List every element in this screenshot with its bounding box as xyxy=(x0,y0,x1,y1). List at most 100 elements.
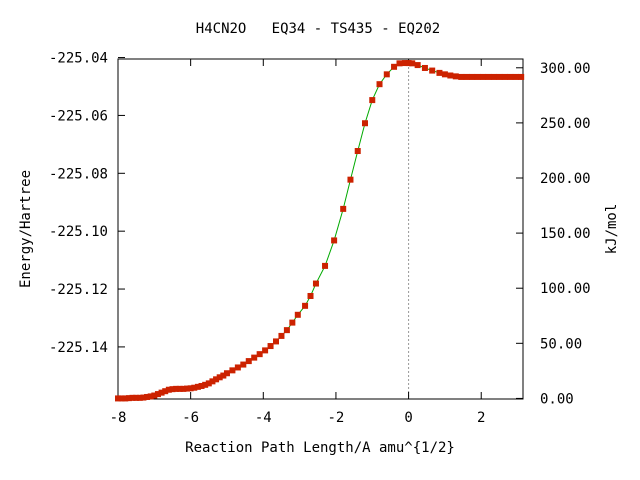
data-point xyxy=(180,385,187,392)
x-tick-label: -6 xyxy=(182,410,199,426)
data-point xyxy=(463,73,470,80)
data-point xyxy=(184,385,191,392)
data-point xyxy=(133,394,140,401)
data-point xyxy=(216,374,223,381)
data-point xyxy=(256,351,263,358)
y2-tick-label: 250.00 xyxy=(540,116,591,132)
data-point xyxy=(198,382,205,389)
data-point xyxy=(136,394,143,401)
data-point xyxy=(376,81,383,88)
data-point xyxy=(165,386,172,393)
data-point xyxy=(469,73,476,80)
left-axis-ticks: -225.04 -225.06 -225.08 -225.10 -225.12 -225.… xyxy=(49,51,125,356)
data-point xyxy=(154,391,161,398)
data-point xyxy=(369,97,376,104)
data-point xyxy=(147,393,154,400)
data-point xyxy=(229,367,236,374)
data-point xyxy=(169,386,176,393)
data-point xyxy=(245,358,252,365)
data-point xyxy=(496,73,503,80)
data-point xyxy=(213,376,220,383)
data-point xyxy=(401,60,408,67)
data-point xyxy=(414,62,421,69)
y-tick-label: -225.08 xyxy=(49,166,108,182)
data-point xyxy=(251,354,258,361)
data-point xyxy=(129,394,136,401)
data-point xyxy=(518,73,525,80)
y-tick-label: -225.12 xyxy=(49,282,108,298)
data-point xyxy=(340,205,347,212)
x-tick-label: -4 xyxy=(255,410,272,426)
data-point xyxy=(312,280,319,287)
data-point xyxy=(191,384,198,391)
data-point xyxy=(331,237,338,244)
data-point xyxy=(118,395,125,402)
data-point xyxy=(194,383,201,390)
y-tick-label: -225.14 xyxy=(49,340,108,356)
data-point xyxy=(220,372,227,379)
data-point xyxy=(240,361,247,368)
data-point xyxy=(441,71,448,78)
data-point xyxy=(223,370,230,377)
data-point xyxy=(452,73,459,80)
data-point xyxy=(267,343,274,350)
data-point xyxy=(447,72,454,79)
data-point xyxy=(383,71,390,78)
data-point xyxy=(409,60,416,67)
data-point xyxy=(294,311,301,318)
data-point xyxy=(405,60,412,67)
y2-tick-label: 300.00 xyxy=(540,61,591,77)
data-point xyxy=(501,73,508,80)
data-point xyxy=(173,385,180,392)
data-point xyxy=(474,73,481,80)
data-point xyxy=(289,319,296,326)
data-point xyxy=(354,148,361,155)
data-point xyxy=(125,395,132,402)
data-point xyxy=(115,395,121,402)
data-point xyxy=(480,73,487,80)
bottom-axis-ticks: -8 -6 -4 -2 0 2 xyxy=(110,59,485,426)
data-point xyxy=(361,120,368,127)
data-point xyxy=(176,385,183,392)
data-point xyxy=(512,73,519,80)
x-tick-label: 0 xyxy=(404,410,412,426)
data-point xyxy=(122,395,129,402)
data-point xyxy=(140,394,147,401)
plot-frame xyxy=(117,58,524,400)
data-point xyxy=(458,73,465,80)
data-point xyxy=(485,73,492,80)
data-point xyxy=(396,60,403,67)
data-point xyxy=(307,292,314,299)
y-tick-label: -225.06 xyxy=(49,108,108,124)
data-point xyxy=(262,347,269,354)
y2-tick-label: 0.00 xyxy=(540,391,574,407)
x-tick-label: -2 xyxy=(328,410,345,426)
y2-tick-label: 50.00 xyxy=(540,336,582,352)
data-point xyxy=(278,332,285,339)
data-point xyxy=(151,392,158,399)
right-axis-ticks: 0.00 50.00 100.00 150.00 200.00 250.00 300.00 xyxy=(516,61,591,407)
data-point xyxy=(421,64,428,71)
data-point xyxy=(436,69,443,76)
data-point xyxy=(490,73,497,80)
data-point xyxy=(283,327,290,334)
data-point xyxy=(302,302,309,309)
chart-title: H4CN2O EQ34 - TS435 - EQ202 xyxy=(196,21,440,37)
y2-tick-label: 100.00 xyxy=(540,281,591,297)
series-layer xyxy=(115,60,525,402)
y2-tick-label: 150.00 xyxy=(540,226,591,242)
data-point xyxy=(322,262,329,269)
data-point xyxy=(347,176,354,183)
series-line xyxy=(118,62,522,399)
data-point xyxy=(202,381,209,388)
x-axis-label: Reaction Path Length/A amu^{1/2} xyxy=(185,440,455,456)
data-point xyxy=(507,73,514,80)
data-point xyxy=(391,63,398,70)
data-point xyxy=(429,67,436,74)
x-tick-label: 2 xyxy=(477,410,485,426)
y2-axis-label: kJ/mol xyxy=(604,204,620,255)
data-point xyxy=(209,378,216,385)
data-point xyxy=(273,338,280,345)
data-point xyxy=(187,385,194,392)
